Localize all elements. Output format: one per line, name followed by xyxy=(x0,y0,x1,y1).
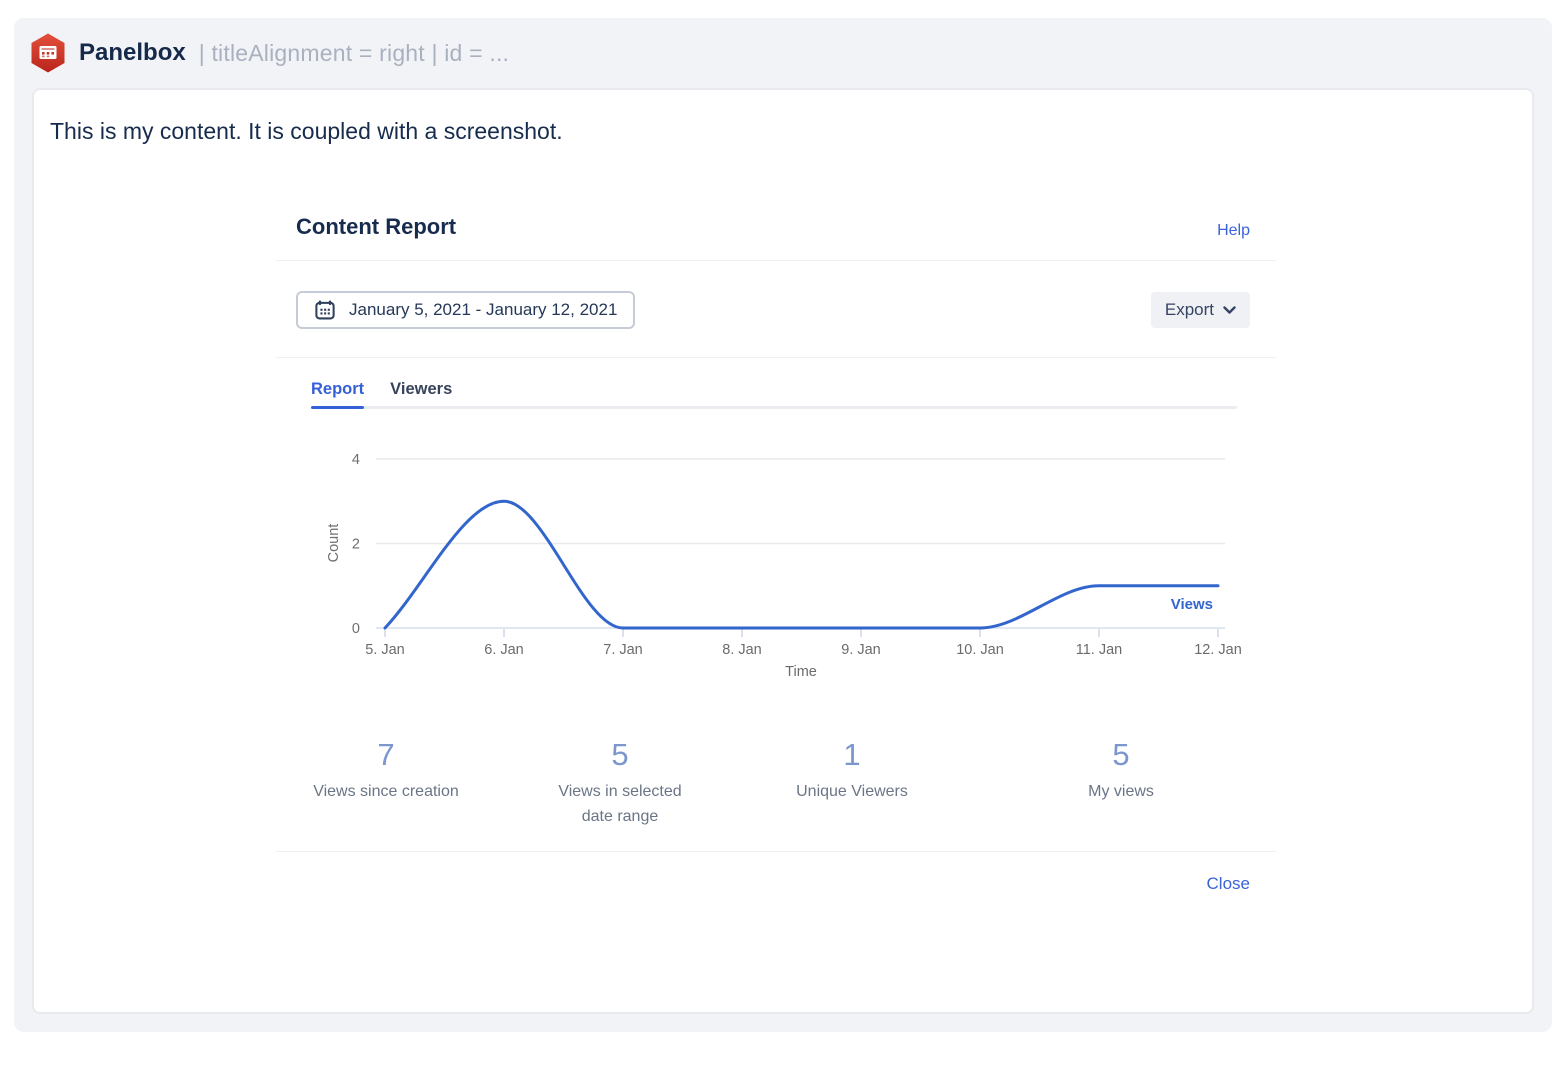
report-tabs: Report Viewers xyxy=(311,380,1237,409)
stat-item: 5 My views xyxy=(1011,735,1231,804)
panelbox-macro: Panelbox | titleAlignment = right | id =… xyxy=(14,18,1552,1032)
stat-item: 1 Unique Viewers xyxy=(742,735,962,804)
stat-value: 5 xyxy=(611,737,629,772)
svg-text:4: 4 xyxy=(352,452,360,468)
report-toolbar: January 5, 2021 - January 12, 2021 Expor… xyxy=(276,291,1276,358)
svg-text:9. Jan: 9. Jan xyxy=(841,642,881,658)
svg-text:Count: Count xyxy=(326,524,342,563)
stat-label: Views since creation xyxy=(313,783,459,800)
panelbox-params: | titleAlignment = right | id = ... xyxy=(198,39,510,66)
report-footer: Close xyxy=(276,874,1276,894)
tab-viewers[interactable]: Viewers xyxy=(390,380,453,398)
svg-text:12. Jan: 12. Jan xyxy=(1194,642,1242,658)
calendar-icon xyxy=(314,299,336,321)
panel-content-text: This is my content. It is coupled with a… xyxy=(50,118,563,144)
report-header: Content Report Help xyxy=(276,214,1276,261)
stat-value: 7 xyxy=(377,737,395,772)
svg-text:2: 2 xyxy=(352,537,360,553)
svg-text:Time: Time xyxy=(785,664,817,680)
stats-row: 7 Views since creation 5 Views in selected … xyxy=(276,735,1276,827)
svg-text:Views: Views xyxy=(1171,596,1213,613)
stat-label: Unique Viewers xyxy=(796,783,908,800)
svg-text:7. Jan: 7. Jan xyxy=(603,642,643,658)
help-link[interactable]: Help xyxy=(1217,222,1250,239)
panelbox-macro-icon xyxy=(30,33,66,73)
chart-container: 0 2 4 5. Jan 6. Jan 7. Jan 8. Jan 9. Jan 10. Jan… xyxy=(276,435,1276,705)
stat-value: 5 xyxy=(1112,737,1130,772)
content-report-card: Content Report Help xyxy=(276,214,1276,894)
svg-text:11. Jan: 11. Jan xyxy=(1076,642,1123,658)
panelbox-title: Panelbox xyxy=(79,39,186,66)
views-line-chart: 0 2 4 5. Jan 6. Jan 7. Jan 8. Jan 9. Jan 10. Jan… xyxy=(326,452,1242,680)
stat-value: 1 xyxy=(843,737,861,772)
date-range-value: January 5, 2021 - January 12, 2021 xyxy=(349,300,618,319)
close-link[interactable]: Close xyxy=(1206,874,1250,893)
report-title: Content Report xyxy=(296,214,457,239)
export-label: Export xyxy=(1164,300,1214,319)
stat-label: My views xyxy=(1088,783,1154,800)
svg-text:6. Jan: 6. Jan xyxy=(484,642,524,658)
footer-divider xyxy=(276,851,1276,852)
panelbox-body: This is my content. It is coupled with a… xyxy=(32,88,1534,1014)
tab-report[interactable]: Report xyxy=(311,380,365,409)
panelbox-header: Panelbox | titleAlignment = right | id =… xyxy=(14,18,1552,88)
svg-text:5. Jan: 5. Jan xyxy=(365,642,405,658)
stat-item: 7 Views since creation xyxy=(276,735,496,804)
export-button[interactable]: Export xyxy=(1150,292,1250,328)
svg-text:10. Jan: 10. Jan xyxy=(956,642,1004,658)
svg-text:8. Jan: 8. Jan xyxy=(722,642,762,658)
stat-item: 5 Views in selected date range xyxy=(545,735,695,829)
chevron-down-icon xyxy=(1223,305,1236,315)
stat-label: Views in selected date range xyxy=(558,783,682,825)
date-range-picker[interactable]: January 5, 2021 - January 12, 2021 xyxy=(296,291,636,329)
svg-text:0: 0 xyxy=(352,621,360,637)
